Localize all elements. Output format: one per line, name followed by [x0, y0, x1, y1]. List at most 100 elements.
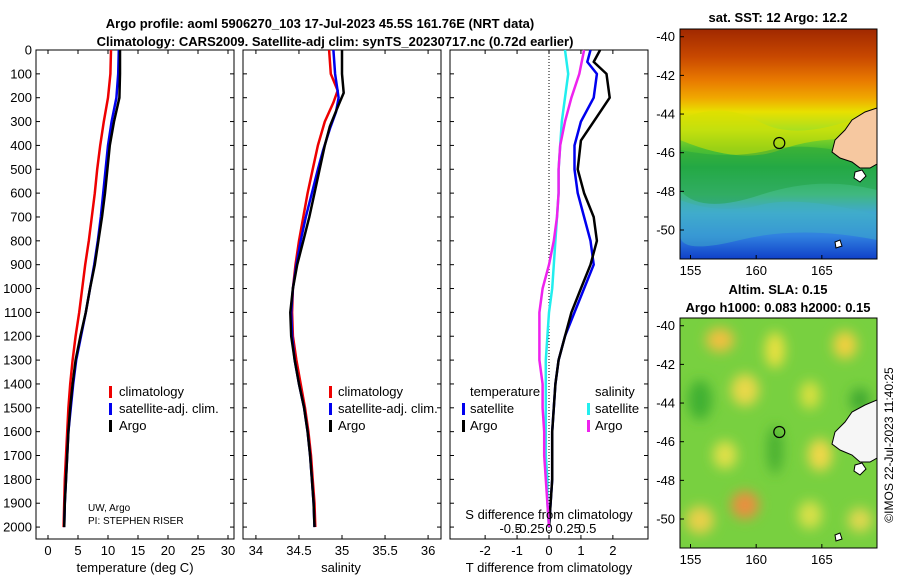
legend-swatch-argo	[329, 420, 332, 432]
y-tick-label: 400	[10, 138, 32, 153]
y-tick-label: 1700	[3, 448, 32, 463]
temperature-panel: 0100200300400500600700800900100011001200…	[3, 43, 235, 576]
map-y-tick-label: -46	[656, 434, 675, 449]
y-tick-label: 1500	[3, 400, 32, 415]
sst-map-image	[680, 29, 877, 259]
land-new-zealand	[831, 107, 877, 169]
sla-map-frame	[679, 317, 878, 549]
legend-label-temp-argo: Argo	[470, 418, 497, 433]
sla-map-title-line1: Altim. SLA: 0.15	[729, 282, 828, 297]
map-y-tick-label: -44	[656, 107, 675, 122]
legend-label-satellite: satellite-adj. clim.	[338, 401, 438, 416]
t-difference-x-label: T difference from climatology	[466, 560, 633, 575]
map-y-tick-label: -50	[656, 223, 675, 238]
credit-line2: PI: STEPHEN RISER	[88, 516, 184, 527]
x-tick-label: 0	[545, 543, 552, 558]
y-tick-label: 600	[10, 186, 32, 201]
series-satellite-adj-clim	[62, 49, 121, 528]
legend-swatch-sal-satellite	[587, 403, 590, 415]
legend-swatch-temp-satellite	[462, 403, 465, 415]
map-x-tick-label: 155	[680, 552, 702, 567]
sst-map: sat. SST: 12 Argo: 12.2 155 160 165 -40 -42 -…	[656, 10, 878, 278]
legend-label-temp-satellite: satellite	[470, 401, 514, 416]
x-tick-label: 15	[131, 543, 145, 558]
series-salinity-satellite	[544, 49, 570, 528]
x-tick-label: 30	[221, 543, 235, 558]
credit-line1: UW, Argo	[88, 503, 131, 514]
map-y-tick-label: -46	[656, 145, 675, 160]
difference-legend: temperature satellite Argo salinity sate…	[462, 384, 639, 433]
map-y-tick-label: -40	[656, 318, 675, 333]
x-tick-label: 34	[249, 543, 263, 558]
temperature-plot-frame	[35, 49, 235, 540]
series-argo	[62, 50, 122, 528]
series-temperature-satellite	[547, 49, 599, 528]
y-tick-label: 0	[25, 43, 32, 58]
legend-swatch-temp-argo	[462, 420, 465, 432]
x-tick-label: 2	[609, 543, 616, 558]
sla-map-image	[680, 318, 877, 548]
map-x-tick-label: 155	[680, 263, 702, 278]
y-tick-label: 300	[10, 114, 32, 129]
x-tick-label: 36	[421, 543, 435, 558]
legend-title-salinity: salinity	[595, 384, 635, 399]
x2-tick-label: 0.5	[578, 521, 596, 536]
map-x-tick-label: 165	[811, 263, 833, 278]
y-tick-label: 1600	[3, 424, 32, 439]
y-tick-label: 200	[10, 90, 32, 105]
map-y-tick-label: -48	[656, 473, 675, 488]
y-tick-label: 2000	[3, 520, 32, 535]
series-climatology	[62, 49, 113, 528]
legend-label-climatology: climatology	[338, 384, 404, 399]
y-tick-label: 1900	[3, 496, 32, 511]
salinity-legend: climatology satellite-adj. clim. Argo	[329, 384, 438, 433]
y-tick-label: 1400	[3, 376, 32, 391]
map-x-tick-label: 165	[811, 552, 833, 567]
series-salinity-argo	[538, 49, 586, 528]
series-argo	[289, 50, 345, 528]
difference-plot-frame	[449, 49, 649, 540]
footer-timestamp: ©IMOS 22-Jul-2023 11:40:25	[882, 367, 896, 523]
y-tick-label: 1100	[4, 305, 32, 320]
x-tick-label: 0	[44, 543, 51, 558]
legend-swatch-argo	[109, 420, 112, 432]
x-tick-label: 25	[191, 543, 205, 558]
y-tick-label: 1200	[3, 329, 32, 344]
legend-title-temperature: temperature	[470, 384, 540, 399]
x-tick-label: 5	[74, 543, 81, 558]
x-tick-label: 20	[161, 543, 175, 558]
x-tick-label: 35.5	[372, 543, 397, 558]
y-tick-label: 500	[10, 162, 32, 177]
sla-map-title-line2: Argo h1000: 0.083 h2000: 0.15	[686, 300, 871, 315]
salinity-panel: 34 34.5 35 35.5 36 salinity climatology sate…	[242, 49, 442, 575]
map-y-tick-label: -42	[656, 357, 675, 372]
legend-swatch-sal-argo	[587, 420, 590, 432]
legend-label-argo: Argo	[119, 418, 146, 433]
y-tick-label: 700	[10, 209, 32, 224]
x-tick-label: 34.5	[286, 543, 311, 558]
x-tick-label: 10	[101, 543, 115, 558]
legend-label-sal-argo: Argo	[595, 418, 622, 433]
figure-title-line2: Climatology: CARS2009. Satellite-adj cli…	[97, 34, 574, 49]
map-y-tick-label: -48	[656, 184, 675, 199]
x2-tick-label: -0.25	[515, 521, 545, 536]
legend-label-sal-satellite: satellite	[595, 401, 639, 416]
x2-tick-label: 0	[545, 521, 552, 536]
temperature-legend: climatology satellite-adj. clim. Argo	[109, 384, 219, 433]
map-x-tick-label: 160	[745, 552, 767, 567]
land-new-zealand	[831, 399, 877, 463]
argo-location-marker	[773, 425, 786, 439]
sst-map-frame	[679, 28, 878, 260]
legend-swatch-satellite	[329, 403, 332, 415]
y-tick-label: 100	[10, 66, 32, 81]
argo-location-marker	[773, 136, 786, 150]
sla-map: Altim. SLA: 0.15 Argo h1000: 0.083 h2000…	[656, 282, 878, 567]
figure-title-line1: Argo profile: aoml 5906270_103 17-Jul-20…	[106, 16, 534, 31]
legend-swatch-climatology	[109, 386, 112, 398]
x-tick-label: -1	[511, 543, 523, 558]
x-tick-label: 1	[577, 543, 584, 558]
y-tick-label: 1000	[3, 281, 32, 296]
legend-label-climatology: climatology	[119, 384, 185, 399]
salinity-x-label: salinity	[321, 560, 361, 575]
